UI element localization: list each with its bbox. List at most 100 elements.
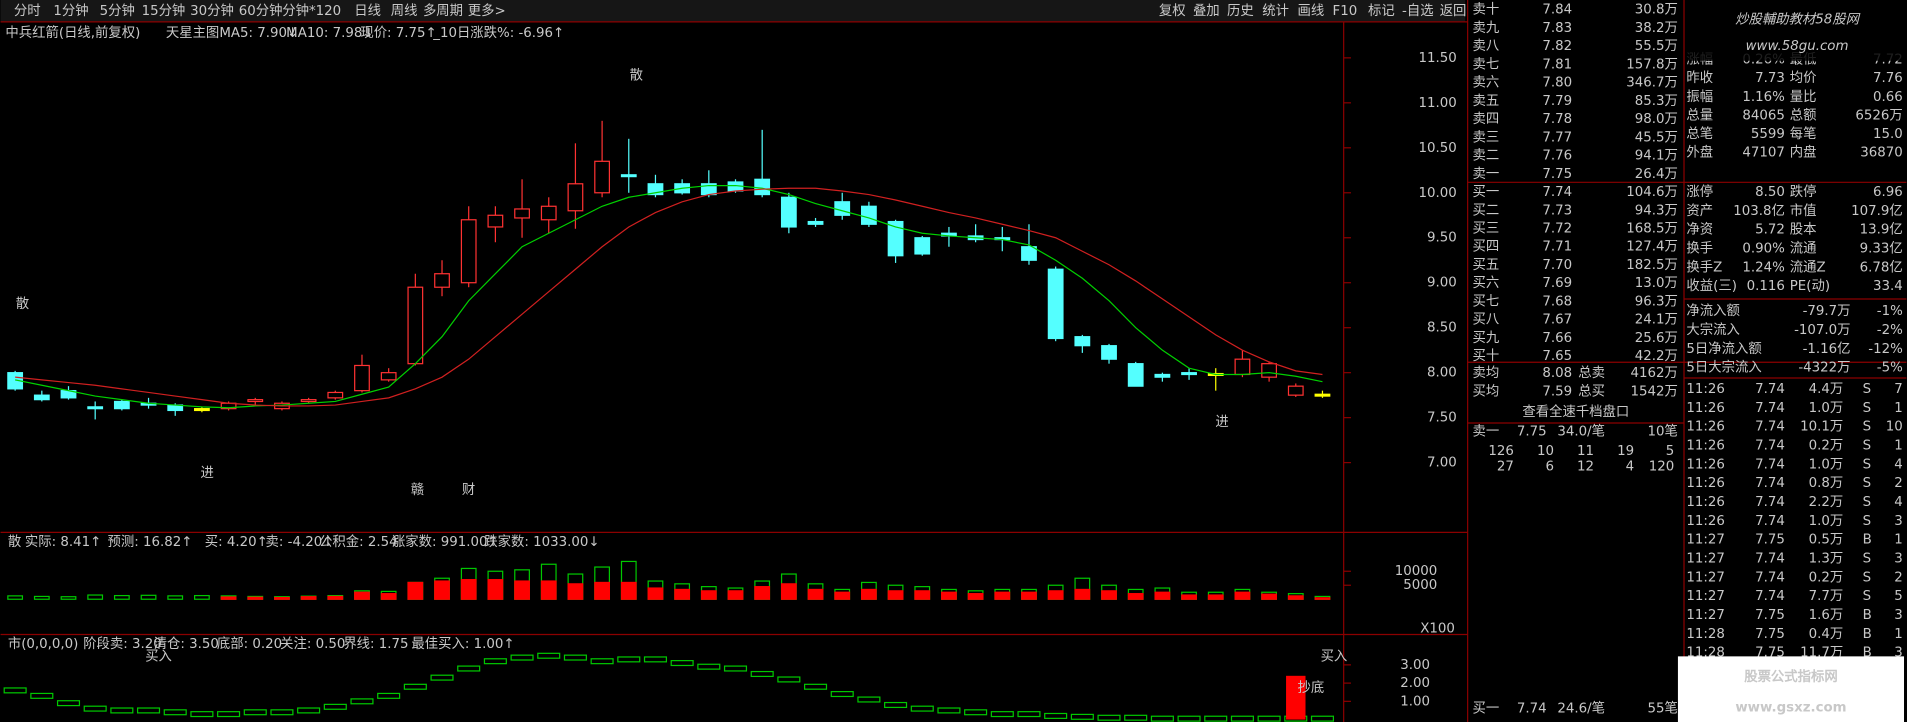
chart-header: MA10: 7.98↓ <box>286 26 373 41</box>
toolbar-tab[interactable]: 日线 <box>354 3 381 19</box>
trade-side: S <box>1863 401 1871 416</box>
step-box <box>697 663 721 670</box>
step-box <box>910 705 934 712</box>
toolbar-tab[interactable]: 30分钟 <box>190 2 234 19</box>
trade-count: 1 <box>1894 627 1902 642</box>
stat-value: 15.0 <box>1873 127 1903 142</box>
stat-label: 总额 <box>1790 107 1817 123</box>
queue-size: 11 <box>1577 444 1594 459</box>
stat-value: 36870 <box>1860 146 1903 161</box>
trade-price: 7.74 <box>1755 570 1785 585</box>
stat-value: 1.16% <box>1742 90 1784 105</box>
trade-side: B <box>1863 646 1872 661</box>
unit-label: X100 <box>1420 621 1455 636</box>
book-price: 7.74 <box>1542 185 1572 200</box>
book-label: 总卖 <box>1578 365 1605 381</box>
step-box <box>537 652 561 659</box>
trade-count: 2 <box>1894 476 1902 491</box>
candle-body <box>1047 268 1064 340</box>
volume-bar <box>834 591 851 600</box>
stat-value: 6526万 <box>1855 108 1902 123</box>
panel-header: 卖: -4.20↑ <box>266 534 334 550</box>
y-tick-label: 5000 <box>1403 578 1437 593</box>
trade-side: S <box>1863 552 1871 567</box>
volume-bar <box>33 595 50 600</box>
book-price: 7.66 <box>1542 331 1572 346</box>
trade-time: 11:26 <box>1686 476 1725 491</box>
book-label: 卖一 <box>1473 166 1500 182</box>
step-box <box>430 674 454 681</box>
book-volume: 157.8万 <box>1626 57 1678 72</box>
trade-count: 7 <box>1894 382 1902 397</box>
trade-side: S <box>1863 570 1871 585</box>
stat-label: PE(动) <box>1790 278 1830 294</box>
toolbar-tab[interactable]: 60分钟 <box>239 2 283 19</box>
trade-count: 3 <box>1894 514 1902 529</box>
volume-bar <box>460 579 477 600</box>
book-label: 买一 <box>1473 184 1500 200</box>
toolbar-tab[interactable]: 更多> <box>468 2 506 19</box>
book-volume: 85.3万 <box>1635 94 1678 109</box>
volume-bar <box>407 581 424 600</box>
stat-value: 33.4 <box>1873 279 1903 294</box>
watermark: www.58gu.com <box>1746 39 1849 54</box>
queue-count: 55笔 <box>1648 701 1678 717</box>
book-label: 卖均 <box>1473 365 1500 381</box>
step-box <box>803 683 828 690</box>
panel-header: 公积金: 2.54 <box>319 534 398 550</box>
book-link[interactable]: 查看全速千档盘口 <box>1522 403 1629 420</box>
signal-bar <box>1286 675 1306 720</box>
flow-value: -79.7万 <box>1803 304 1851 319</box>
toolbar-tab[interactable]: 多周期 <box>423 2 463 19</box>
trade-time: 11:26 <box>1686 457 1725 472</box>
queue-size: 27 <box>1497 460 1514 475</box>
step-box <box>1310 715 1335 722</box>
flow-label: 5日大宗流入 <box>1686 360 1761 376</box>
toolbar-tab[interactable]: 周线 <box>391 3 418 19</box>
book-volume: 42.2万 <box>1635 349 1678 364</box>
stat-label: 跌停 <box>1790 183 1817 200</box>
step-box <box>457 665 481 672</box>
flow-value: -4322万 <box>1798 361 1850 376</box>
flow-pct: -12% <box>1868 342 1903 357</box>
toolbar-tab[interactable]: 5分钟 <box>100 2 135 19</box>
book-price: 7.68 <box>1542 294 1572 309</box>
volume-bar <box>514 580 530 600</box>
toolbar-tab[interactable]: 15分钟 <box>142 2 186 19</box>
book-volume: 127.4万 <box>1626 240 1678 255</box>
panel-header: 散 <box>8 534 21 550</box>
trade-volume: 1.6万 <box>1809 608 1844 623</box>
panel-header: 买: 4.20↑ <box>205 534 268 550</box>
toolbar-tab[interactable]: 分时 <box>14 3 41 19</box>
stat-label: 市值 <box>1790 202 1817 219</box>
book-price: 7.80 <box>1542 76 1572 91</box>
book-volume: 98.0万 <box>1635 112 1678 127</box>
y-tick-label: 11.50 <box>1418 51 1456 66</box>
trade-price: 7.74 <box>1755 514 1785 529</box>
trade-count: 4 <box>1894 457 1902 472</box>
stat-value: 6.78亿 <box>1860 259 1903 275</box>
trade-side: S <box>1863 514 1871 529</box>
queue-price: 7.74 <box>1517 702 1547 717</box>
queue-size: 6 <box>1545 460 1554 475</box>
book-volume: 1542万 <box>1631 384 1678 399</box>
trade-volume: 1.0万 <box>1809 457 1844 472</box>
toolbar-button: F10 <box>1333 4 1358 19</box>
book-price: 7.65 <box>1542 349 1572 364</box>
candle-body <box>861 205 877 225</box>
toolbar-tab[interactable]: 分钟*120 <box>282 2 341 19</box>
y-tick-label: 2.00 <box>1400 676 1430 691</box>
toolbar-tab[interactable]: 1分钟 <box>53 2 88 19</box>
trade-volume: 4.4万 <box>1809 382 1844 397</box>
annotation: 财 <box>462 482 475 498</box>
book-label: 总买 <box>1578 383 1605 399</box>
stat-label: 净资 <box>1686 222 1713 238</box>
stat-label: 均价 <box>1790 70 1817 86</box>
panel-header: 关注: 0.50 <box>280 636 345 652</box>
stat-value: 6.96 <box>1873 185 1903 200</box>
volume-bar <box>1207 594 1224 600</box>
book-label: 卖五 <box>1473 93 1500 109</box>
trade-time: 11:26 <box>1686 401 1725 416</box>
queue-price: 7.75 <box>1517 424 1547 439</box>
step-box <box>56 700 81 707</box>
